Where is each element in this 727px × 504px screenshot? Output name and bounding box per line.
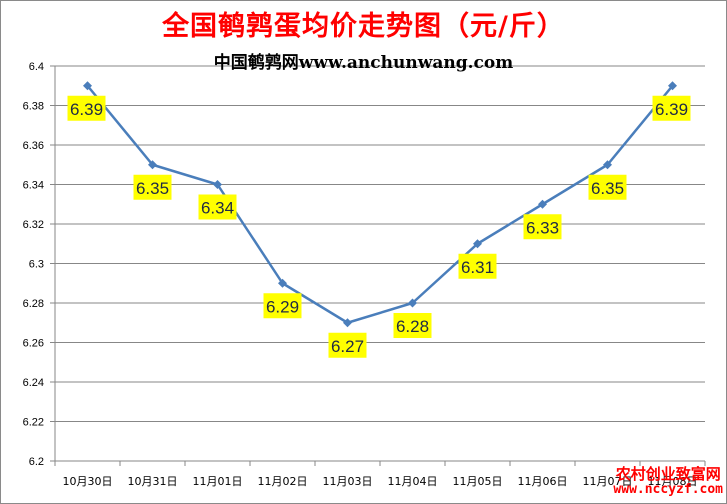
data-label-box [328,332,367,358]
x-tick-label: 11月08日 [648,475,698,488]
x-tick-label: 11月01日 [193,475,243,488]
data-point [473,239,482,249]
data-point [538,199,547,209]
data-label: 6.27 [331,337,364,356]
watermark-logo: 农村创业致富网 www.nccyzf.com [613,464,723,498]
y-tick-label: 6.24 [23,377,44,389]
data-label-box [588,174,627,200]
data-label: 6.34 [201,199,234,218]
data-label-box [523,214,562,240]
y-tick-label: 6.22 [23,417,44,429]
data-point [408,298,417,308]
watermark-url: www.nccyzf.com [613,482,723,498]
y-tick-label: 6.34 [23,180,44,192]
data-label: 6.28 [396,317,429,336]
data-label: 6.39 [655,100,688,119]
data-point [213,180,222,189]
x-tick-label: 11月05日 [453,475,503,488]
data-label-box [198,194,237,220]
data-label: 6.39 [70,100,103,119]
data-label-box [652,95,691,121]
x-tick-label: 11月06日 [518,475,568,488]
x-tick-label: 11月07日 [583,475,633,488]
data-point [278,278,287,288]
data-point [668,81,677,91]
y-tick-label: 6.2 [29,456,44,468]
data-label-box [67,95,106,121]
data-label-box [133,174,172,200]
data-label: 6.35 [136,179,169,198]
data-point [148,160,157,170]
data-point [83,81,92,91]
data-label-box [263,293,302,319]
data-label: 6.33 [526,218,559,237]
x-tick-label: 10月31日 [128,475,178,488]
y-tick-label: 6.32 [23,219,44,231]
data-point [343,318,352,328]
y-tick-label: 6.4 [29,61,44,73]
chart-title: 全国鹌鹑蛋均价走势图（元/斤） [162,11,565,42]
y-tick-label: 6.36 [23,140,44,152]
x-tick-label: 11月03日 [323,475,373,488]
watermark-name: 农村创业致富网 [615,464,721,483]
x-tick-label: 10月30日 [63,475,113,488]
data-label: 6.35 [591,179,624,198]
y-tick-label: 6.3 [29,259,44,271]
x-tick-label: 11月02日 [258,475,308,488]
data-label: 6.31 [461,258,494,277]
data-label-box [393,313,432,338]
chart-subtitle: 中国鹌鹑网www.anchunwang.com [213,53,514,73]
y-tick-label: 6.26 [23,338,44,350]
data-label: 6.29 [266,297,299,316]
x-tick-label: 11月04日 [388,475,438,488]
y-tick-label: 6.38 [23,101,44,113]
data-label-box [458,253,497,279]
series-line [86,84,674,324]
y-tick-label: 6.28 [23,298,44,310]
data-point [603,160,612,170]
